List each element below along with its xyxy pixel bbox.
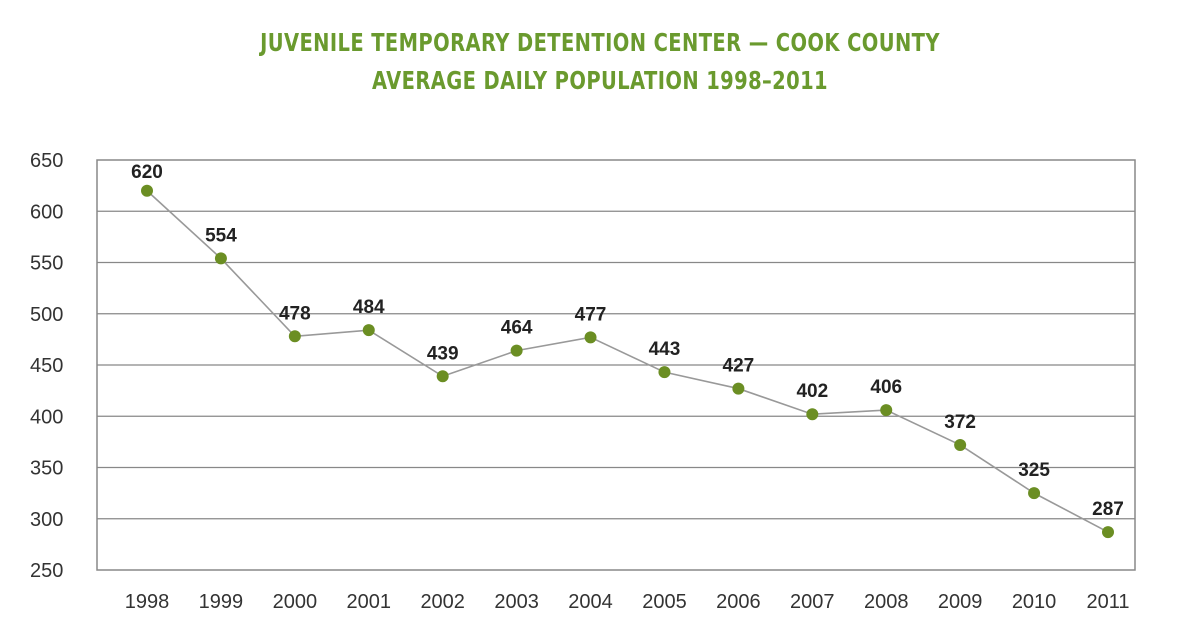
y-tick-label: 550 (30, 253, 63, 275)
data-label: 287 (1092, 499, 1124, 520)
data-point (1102, 526, 1114, 539)
y-tick-label: 600 (30, 201, 63, 223)
x-tick-label: 2008 (864, 591, 909, 613)
data-point (954, 438, 967, 451)
y-tick-label: 350 (30, 458, 63, 480)
data-label: 554 (205, 225, 237, 246)
y-tick-label: 400 (30, 406, 63, 428)
data-label: 620 (131, 162, 163, 183)
x-tick-label: 2003 (494, 591, 539, 613)
series-line (146, 190, 1109, 533)
x-tick-label: 2005 (642, 591, 687, 613)
data-label: 477 (575, 304, 607, 325)
x-tick-label: 2007 (790, 591, 835, 613)
data-label: 372 (944, 412, 976, 433)
x-tick-label: 1998 (125, 591, 170, 613)
x-tick-label: 2002 (420, 591, 465, 613)
data-label: 478 (279, 303, 311, 324)
y-tick-label: 300 (30, 509, 63, 531)
data-point (510, 344, 523, 357)
data-label: 464 (501, 318, 533, 339)
x-tick-label: 2010 (1012, 591, 1057, 613)
data-point (732, 382, 745, 395)
data-point (584, 331, 597, 344)
data-point (806, 408, 819, 421)
data-point (362, 324, 375, 337)
y-tick-label: 450 (30, 355, 63, 377)
data-point (1028, 487, 1041, 500)
x-tick-label: 2011 (1086, 591, 1129, 613)
data-point (658, 366, 671, 379)
data-point (880, 404, 893, 417)
chart-title: JUVENILE TEMPORARY DETENTION CENTER — CO… (260, 28, 940, 57)
data-label: 325 (1018, 460, 1050, 481)
x-tick-label: 2000 (273, 591, 318, 613)
x-tick-label: 2006 (716, 591, 761, 613)
data-label: 443 (649, 339, 681, 360)
y-tick-label: 500 (30, 304, 63, 326)
x-tick-label: 2001 (347, 591, 392, 613)
chart-subtitle: AVERAGE DAILY POPULATION 1998–2011 (371, 66, 829, 95)
data-label: 439 (427, 343, 459, 364)
data-point (141, 184, 153, 197)
data-point (436, 370, 449, 383)
data-label: 427 (723, 356, 755, 377)
x-tick-label: 2009 (938, 591, 983, 613)
data-point (288, 330, 301, 343)
data-point (214, 252, 227, 265)
data-label: 484 (353, 297, 385, 318)
y-tick-label: 250 (30, 560, 63, 582)
x-tick-label: 2004 (568, 591, 613, 613)
y-tick-label: 650 (30, 150, 63, 172)
x-tick-label: 1999 (199, 591, 244, 613)
data-label: 402 (796, 381, 828, 402)
data-label: 406 (870, 377, 902, 398)
